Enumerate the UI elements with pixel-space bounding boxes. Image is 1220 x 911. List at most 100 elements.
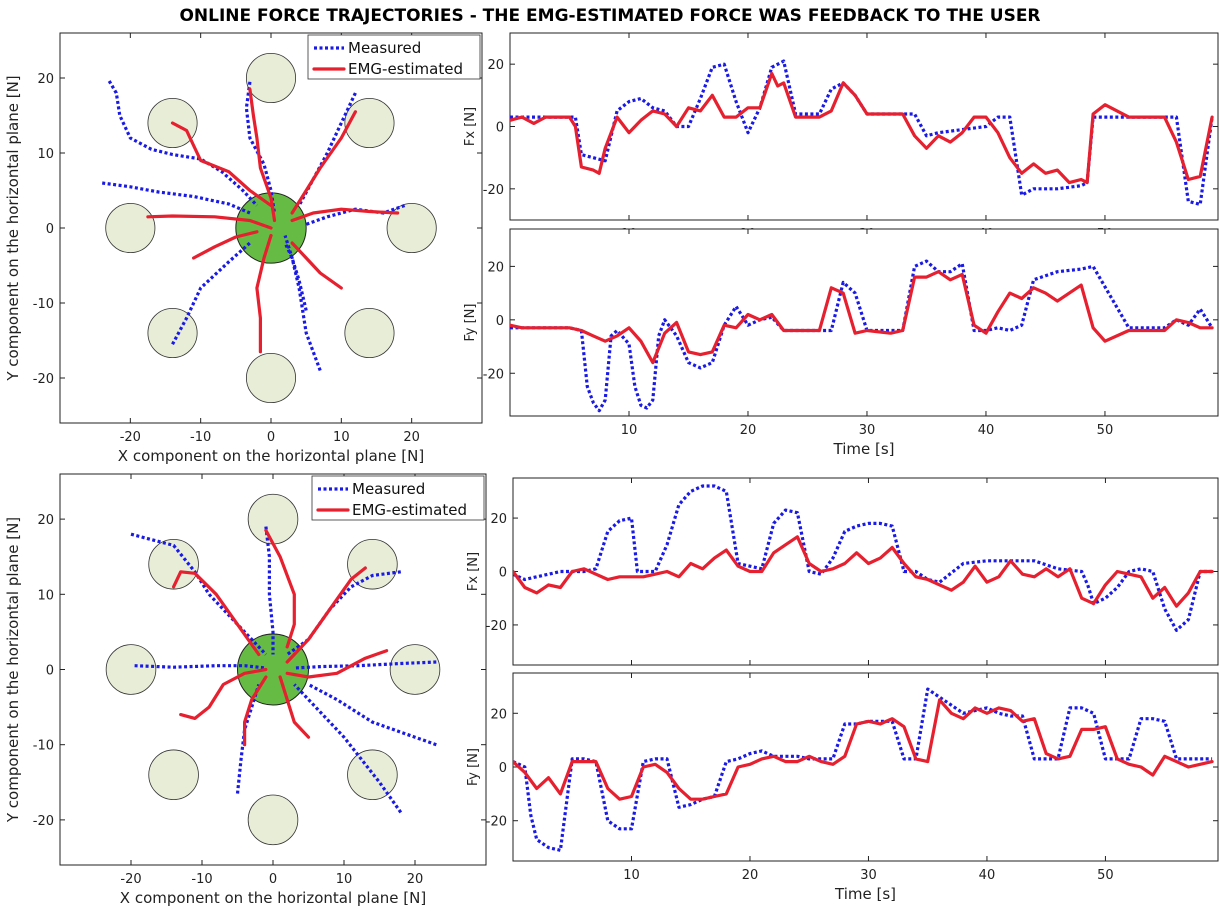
x-tick-label: 40 xyxy=(978,423,995,438)
y-tick-label: 20 xyxy=(490,707,507,722)
y-tick-label: 0 xyxy=(496,314,504,329)
measured-trajectory xyxy=(307,683,437,747)
top-xy-plot: -20 -10 0 10 20 -20 -10 0 10 20 X component on the… xyxy=(4,32,483,465)
x-tick-label: -20 xyxy=(120,872,141,887)
estimated-trajectory xyxy=(290,241,343,290)
y-tick-label: 0 xyxy=(496,121,504,136)
measured-trajectory xyxy=(101,181,251,215)
measured-trajectory xyxy=(134,664,267,670)
x-tick-label: 0 xyxy=(267,430,275,445)
x-tick-label: -10 xyxy=(190,430,211,445)
estimated-trajectory xyxy=(255,233,273,354)
y-tick-label: 20 xyxy=(490,512,507,527)
y-tick-label: 0 xyxy=(499,566,507,581)
estimated-trajectory xyxy=(179,667,268,720)
measured-trajectory xyxy=(286,570,402,656)
top-fy-plot: 10 20 30 40 50 -20 0 20 Time [s] Fy [N] xyxy=(463,228,1219,458)
estimated-trajectory xyxy=(146,214,273,230)
measured-trajectory xyxy=(171,241,251,346)
x-tick-label: 20 xyxy=(403,430,420,445)
target-circle xyxy=(347,749,398,801)
target-circle xyxy=(344,307,395,359)
estimated-trajectory xyxy=(192,230,259,260)
x-tick-label: -10 xyxy=(191,872,212,887)
target-circle xyxy=(347,538,398,590)
y-tick-label: -20 xyxy=(486,815,507,830)
estimated-series-line xyxy=(513,535,1214,608)
y-tick-label: 0 xyxy=(46,664,54,679)
legend-box xyxy=(307,34,481,80)
estimated-trajectory xyxy=(243,675,268,747)
y-tick-label: 0 xyxy=(46,222,54,237)
legend-entry: EMG-estimated xyxy=(348,60,463,78)
x-tick-label: 0 xyxy=(269,872,277,887)
plot-area xyxy=(513,484,1214,632)
y-tick-label: -20 xyxy=(33,814,54,829)
x-tick-label: 30 xyxy=(860,868,877,883)
x-axis-label: X component on the horizontal plane [N] xyxy=(120,889,426,907)
x-tick-label: 20 xyxy=(742,868,759,883)
estimated-trajectory xyxy=(285,566,367,664)
measured-trajectory xyxy=(294,660,437,670)
x-axis-label: Time [s] xyxy=(834,885,896,903)
x-tick-label: 30 xyxy=(859,423,876,438)
legend-entry: Measured xyxy=(348,39,421,57)
target-circle xyxy=(245,52,297,104)
legend-entry: EMG-estimated xyxy=(352,501,467,519)
x-axis-label: Time [s] xyxy=(833,440,895,458)
y-tick-label: 0 xyxy=(499,761,507,776)
measured-series-line xyxy=(513,484,1213,632)
plot-area xyxy=(510,59,1214,206)
target-circle xyxy=(105,644,157,695)
estimated-trajectory xyxy=(290,207,400,223)
x-tick-label: 10 xyxy=(621,423,638,438)
legend: Measured EMG-estimated xyxy=(311,475,485,521)
x-tick-label: 50 xyxy=(1097,423,1114,438)
y-tick-label: 10 xyxy=(37,147,54,162)
target-circle xyxy=(245,352,297,404)
target-circle xyxy=(148,538,199,590)
x-axis-label: X component on the horizontal plane [N] xyxy=(118,447,424,465)
measured-series-line xyxy=(510,259,1214,413)
target-circle xyxy=(386,202,437,254)
measured-trajectory xyxy=(107,80,259,207)
measured-trajectory xyxy=(235,684,261,794)
x-tick-label: 40 xyxy=(979,868,996,883)
y-axis-label: Fy [N] xyxy=(463,304,478,342)
x-tick-label: 10 xyxy=(336,872,353,887)
target-circle xyxy=(105,202,156,254)
axes-box xyxy=(509,228,1219,417)
axes-box xyxy=(512,477,1219,666)
plot-area xyxy=(510,259,1214,413)
y-axis-label: Y component on the horizontal plane [N] xyxy=(4,517,22,823)
axes-box xyxy=(512,672,1219,862)
estimated-trajectory xyxy=(285,649,389,679)
y-tick-label: 20 xyxy=(37,513,54,528)
axes-box xyxy=(509,32,1219,221)
target-circle xyxy=(389,644,441,695)
y-axis-label: Fx [N] xyxy=(466,552,481,591)
plot-area xyxy=(513,687,1214,852)
y-tick-label: -20 xyxy=(483,367,504,382)
target-circle xyxy=(147,307,198,359)
bottom-fy-plot: 10 20 30 40 50 -20 0 20 Time [s] Fy [N] xyxy=(466,672,1219,903)
estimated-trajectory xyxy=(172,570,261,657)
y-tick-label: -20 xyxy=(486,619,507,634)
measured-trajectory xyxy=(293,683,403,814)
legend-box xyxy=(311,475,485,521)
target-circle xyxy=(344,97,395,149)
y-tick-label: 10 xyxy=(37,588,54,603)
estimated-trajectory xyxy=(278,675,311,739)
estimated-trajectory xyxy=(264,528,296,649)
x-tick-label: -20 xyxy=(120,430,141,445)
x-tick-label: 20 xyxy=(407,872,424,887)
y-tick-label: -20 xyxy=(33,372,54,387)
figure-title: ONLINE FORCE TRAJECTORIES - THE EMG-ESTI… xyxy=(179,6,1041,26)
y-tick-label: -10 xyxy=(33,739,54,754)
target-circle xyxy=(247,794,299,846)
estimated-series-line xyxy=(510,71,1214,185)
plot-area xyxy=(101,52,437,404)
